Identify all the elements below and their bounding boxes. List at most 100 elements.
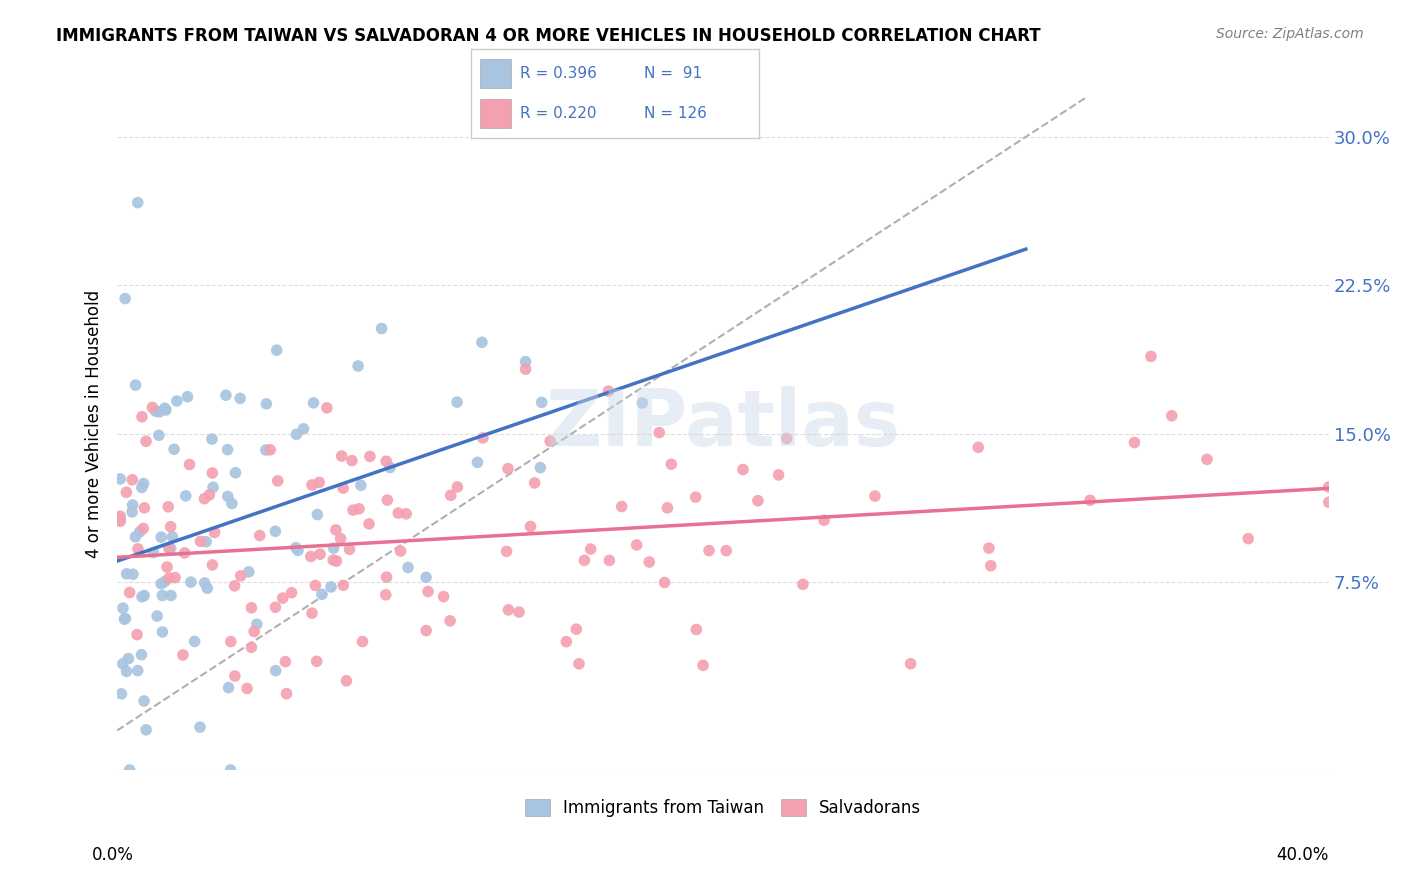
Point bbox=[115, 485, 138, 500]
Point bbox=[332, 578, 354, 592]
Point bbox=[142, 546, 165, 560]
Point bbox=[121, 505, 143, 519]
Point bbox=[697, 543, 720, 558]
Point bbox=[598, 384, 620, 398]
Point bbox=[148, 428, 170, 442]
Point bbox=[863, 489, 886, 503]
Point bbox=[555, 634, 578, 648]
Point bbox=[775, 432, 797, 446]
Point bbox=[118, 585, 141, 599]
Point bbox=[322, 553, 344, 567]
Point bbox=[229, 569, 252, 583]
Point bbox=[685, 623, 707, 637]
Point bbox=[115, 665, 138, 679]
Point bbox=[249, 528, 271, 542]
Point bbox=[128, 524, 150, 539]
Point bbox=[118, 763, 141, 777]
Point bbox=[1078, 493, 1101, 508]
Point bbox=[342, 503, 364, 517]
Point bbox=[134, 500, 156, 515]
Point bbox=[1123, 435, 1146, 450]
Point bbox=[157, 541, 180, 556]
Point bbox=[370, 321, 392, 335]
Point bbox=[238, 565, 260, 579]
Point bbox=[131, 409, 153, 424]
Point bbox=[515, 354, 537, 368]
Point bbox=[515, 362, 537, 376]
Point bbox=[471, 335, 494, 350]
Point bbox=[194, 575, 217, 590]
Point bbox=[631, 396, 654, 410]
Point bbox=[224, 669, 246, 683]
Point bbox=[657, 500, 679, 515]
Point bbox=[271, 591, 294, 605]
Text: N =  91: N = 91 bbox=[644, 66, 702, 80]
Point bbox=[335, 673, 357, 688]
Point bbox=[193, 491, 215, 506]
Point bbox=[204, 525, 226, 540]
Point bbox=[375, 493, 398, 508]
Point bbox=[172, 648, 194, 662]
Point bbox=[565, 622, 588, 636]
Point bbox=[229, 392, 252, 406]
Point bbox=[110, 472, 132, 486]
Text: 0.0%: 0.0% bbox=[91, 846, 134, 863]
Point bbox=[716, 543, 738, 558]
Point bbox=[311, 587, 333, 601]
Point bbox=[131, 590, 153, 604]
Point bbox=[415, 570, 437, 584]
Point bbox=[215, 388, 238, 402]
Point bbox=[648, 425, 671, 440]
Point bbox=[150, 576, 173, 591]
Point bbox=[529, 460, 551, 475]
Point bbox=[132, 476, 155, 491]
Point bbox=[375, 570, 398, 584]
Point bbox=[264, 664, 287, 678]
Point bbox=[967, 440, 990, 454]
Point bbox=[692, 658, 714, 673]
Point bbox=[440, 488, 463, 502]
Point bbox=[387, 506, 409, 520]
Point bbox=[319, 580, 342, 594]
Point bbox=[307, 508, 329, 522]
Point bbox=[135, 434, 157, 449]
Point bbox=[195, 581, 218, 595]
Point bbox=[654, 575, 676, 590]
Point bbox=[439, 614, 461, 628]
Point bbox=[301, 478, 323, 492]
Point bbox=[236, 681, 259, 696]
Point bbox=[153, 401, 176, 416]
Text: 40.0%: 40.0% bbox=[1277, 846, 1329, 863]
Point bbox=[217, 490, 239, 504]
Point bbox=[416, 584, 439, 599]
Point bbox=[201, 558, 224, 572]
Point bbox=[396, 560, 419, 574]
Point bbox=[1237, 532, 1260, 546]
Point bbox=[292, 422, 315, 436]
Point bbox=[496, 461, 519, 475]
Point bbox=[163, 442, 186, 457]
Point bbox=[110, 509, 132, 524]
Point bbox=[329, 532, 352, 546]
Point bbox=[221, 497, 243, 511]
Text: R = 0.396: R = 0.396 bbox=[520, 66, 598, 80]
Point bbox=[357, 516, 380, 531]
Point bbox=[160, 589, 183, 603]
Point bbox=[574, 553, 596, 567]
Point bbox=[980, 558, 1002, 573]
Point bbox=[132, 694, 155, 708]
Point bbox=[176, 390, 198, 404]
Point bbox=[190, 534, 212, 549]
Point bbox=[378, 460, 401, 475]
Point bbox=[284, 541, 307, 555]
Point bbox=[159, 541, 181, 556]
Point bbox=[768, 467, 790, 482]
Point bbox=[523, 475, 546, 490]
Point bbox=[374, 588, 396, 602]
Point bbox=[114, 292, 136, 306]
Point bbox=[1195, 452, 1218, 467]
Point bbox=[179, 458, 201, 472]
Point bbox=[731, 462, 754, 476]
Point bbox=[304, 578, 326, 592]
Point bbox=[131, 481, 153, 495]
